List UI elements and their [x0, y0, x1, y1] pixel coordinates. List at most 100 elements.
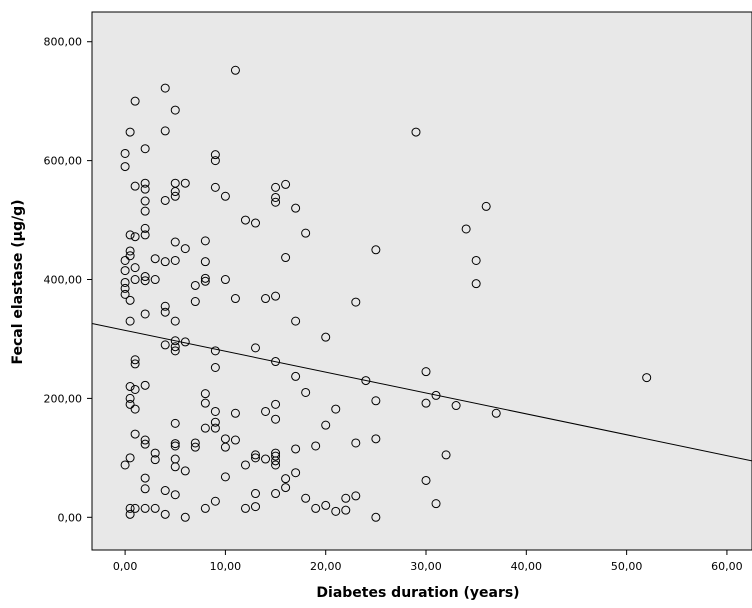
- data-point: [130, 355, 140, 365]
- data-point: [140, 503, 150, 513]
- data-point: [140, 178, 150, 188]
- data-point: [210, 406, 220, 416]
- data-point: [371, 396, 381, 406]
- data-point: [301, 228, 311, 238]
- x-tick-label: 0,00: [113, 560, 138, 573]
- data-point: [210, 182, 220, 192]
- data-point: [200, 389, 210, 399]
- data-point: [210, 156, 220, 166]
- data-point: [261, 406, 271, 416]
- data-point: [130, 232, 140, 242]
- data-point: [150, 503, 160, 513]
- data-point: [125, 453, 135, 463]
- x-axis-title: Diabetes duration (years): [316, 585, 519, 601]
- data-point: [130, 384, 140, 394]
- data-point: [140, 439, 150, 449]
- data-point: [411, 127, 421, 137]
- data-point: [140, 473, 150, 483]
- data-point: [271, 357, 281, 367]
- data-point: [150, 254, 160, 264]
- data-point: [271, 197, 281, 207]
- data-point: [200, 503, 210, 513]
- data-point: [125, 393, 135, 403]
- data-point: [210, 150, 220, 160]
- data-points: [120, 65, 652, 522]
- data-point: [271, 460, 281, 470]
- data-point: [431, 499, 441, 509]
- data-point: [371, 245, 381, 255]
- data-point: [140, 206, 150, 216]
- x-tick-label: 50,00: [611, 560, 643, 573]
- data-point: [220, 275, 230, 285]
- data-point: [170, 346, 180, 356]
- data-point: [321, 332, 331, 342]
- data-point: [261, 294, 271, 304]
- data-point: [170, 439, 180, 449]
- data-point: [451, 401, 461, 411]
- x-tick-label: 20,00: [310, 560, 342, 573]
- data-point: [125, 503, 135, 513]
- data-point: [200, 273, 210, 283]
- data-point: [120, 283, 130, 293]
- data-point: [220, 442, 230, 452]
- data-point: [125, 251, 135, 261]
- data-point: [341, 505, 351, 515]
- data-point: [140, 184, 150, 194]
- data-point: [421, 475, 431, 485]
- plot-area: [91, 11, 752, 551]
- data-point: [281, 179, 291, 189]
- data-point: [140, 223, 150, 233]
- data-point: [271, 182, 281, 192]
- data-point: [271, 192, 281, 202]
- x-tick-label: 10,00: [210, 560, 242, 573]
- data-point: [150, 275, 160, 285]
- data-point: [371, 434, 381, 444]
- data-point: [291, 316, 301, 326]
- data-point: [291, 203, 301, 213]
- data-point: [250, 502, 260, 512]
- data-point: [230, 294, 240, 304]
- data-point: [281, 253, 291, 263]
- data-point: [140, 272, 150, 282]
- data-point: [170, 490, 180, 500]
- y-tick-label: 400,00: [44, 274, 83, 287]
- data-point: [250, 343, 260, 353]
- data-point: [190, 438, 200, 448]
- data-point: [200, 276, 210, 286]
- data-point: [361, 376, 371, 386]
- data-point: [220, 472, 230, 482]
- data-point: [190, 297, 200, 307]
- data-point: [291, 468, 301, 478]
- data-point: [120, 277, 130, 287]
- data-point: [230, 65, 240, 75]
- data-point: [170, 187, 180, 197]
- data-point: [140, 380, 150, 390]
- data-point: [200, 423, 210, 433]
- data-point: [351, 491, 361, 501]
- data-point: [190, 280, 200, 290]
- data-point: [125, 246, 135, 256]
- x-tick-label: 40,00: [511, 560, 543, 573]
- data-point: [120, 266, 130, 276]
- data-point: [125, 399, 135, 409]
- data-point: [170, 316, 180, 326]
- data-point: [125, 509, 135, 519]
- data-point: [180, 244, 190, 254]
- data-point: [130, 429, 140, 439]
- data-point: [371, 512, 381, 522]
- data-point: [130, 503, 140, 513]
- data-point: [331, 404, 341, 414]
- data-point: [471, 255, 481, 265]
- data-point: [140, 276, 150, 286]
- data-point: [125, 295, 135, 305]
- data-point: [271, 489, 281, 499]
- data-point: [160, 126, 170, 136]
- data-point: [150, 448, 160, 458]
- data-point: [250, 218, 260, 228]
- data-point: [271, 414, 281, 424]
- data-point: [250, 453, 260, 463]
- data-point: [150, 455, 160, 465]
- data-point: [130, 96, 140, 106]
- data-point: [170, 237, 180, 247]
